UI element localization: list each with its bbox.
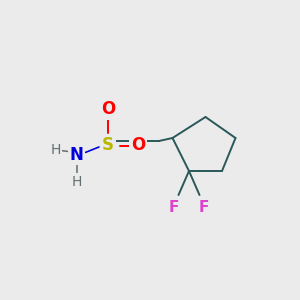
Text: H: H (71, 175, 82, 188)
Text: O: O (101, 100, 115, 118)
Text: F: F (199, 200, 209, 214)
Text: H: H (50, 143, 61, 157)
Text: F: F (169, 200, 179, 214)
Text: N: N (70, 146, 83, 164)
Text: S: S (102, 136, 114, 154)
Text: O: O (131, 136, 145, 154)
